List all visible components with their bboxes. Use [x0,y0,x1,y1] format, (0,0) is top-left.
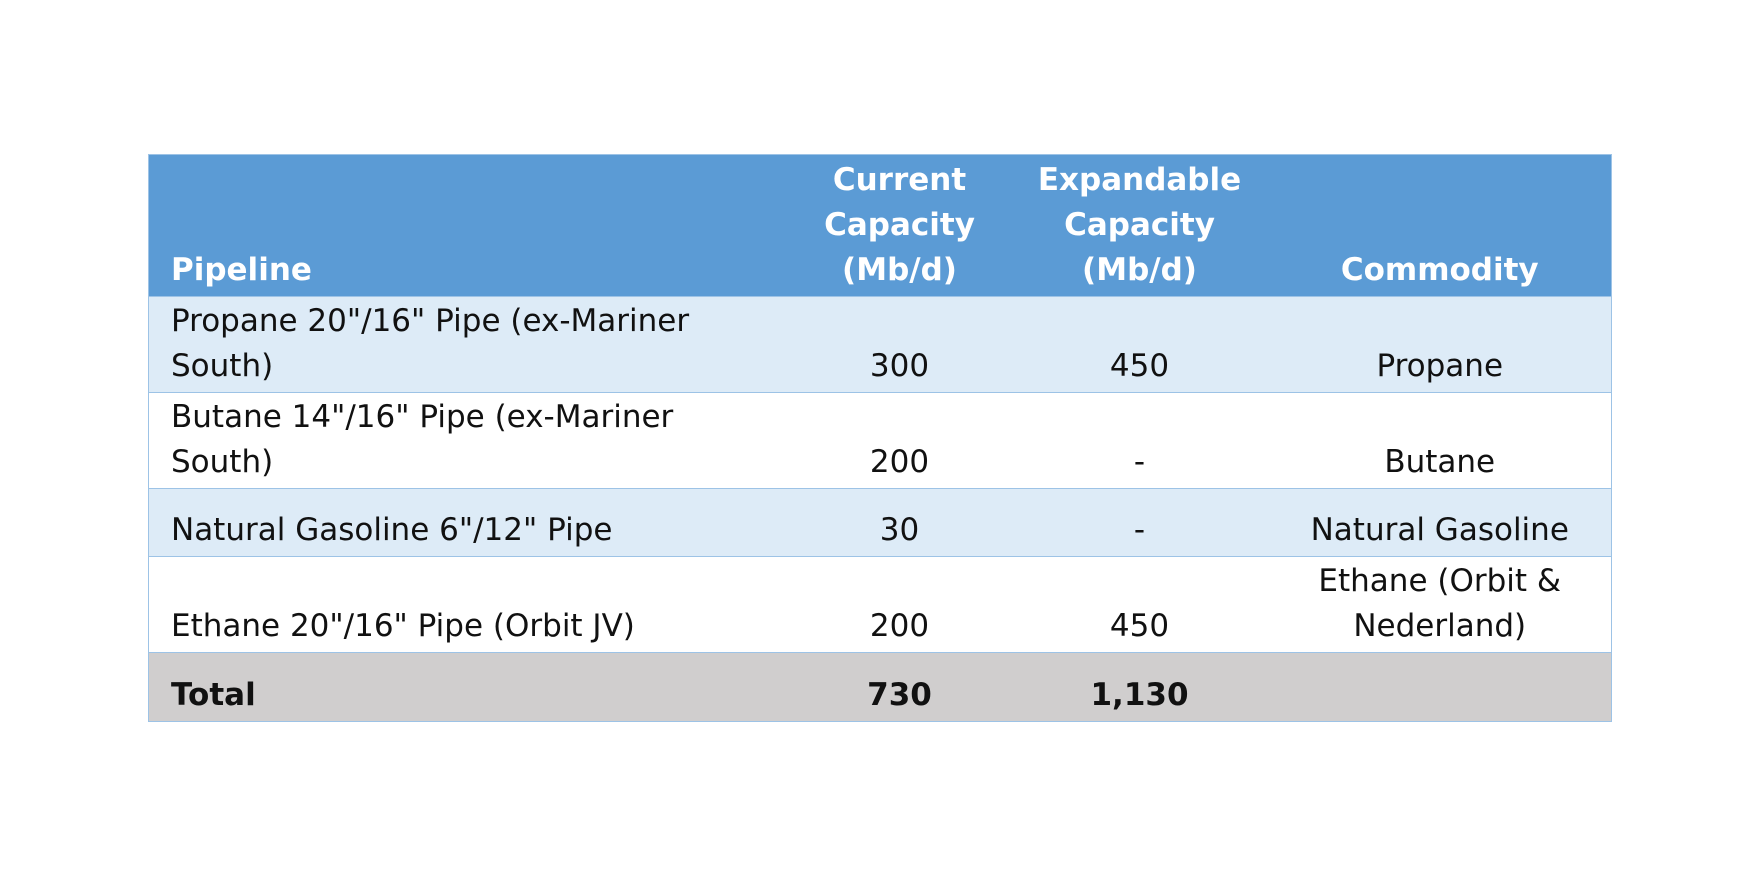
table-cell: 200 [788,556,1011,653]
table-row: Butane 14"/16" Pipe (ex-Mariner South) 20… [148,392,1612,489]
total-cell: 1,130 [1010,652,1269,722]
table-cell: Butane 14"/16" Pipe (ex-Mariner South) [148,392,789,489]
header-cell: Expandable Capacity (Mb/d) [1010,154,1269,297]
table-cell: Propane 20"/16" Pipe (ex-Mariner South) [148,296,789,393]
table-cell: 450 [1010,556,1269,653]
table-row: Propane 20"/16" Pipe (ex-Mariner South) 3… [148,296,1612,393]
table-cell: Natural Gasoline [1268,488,1612,557]
header-cell: Current Capacity (Mb/d) [788,154,1011,297]
table-cell: 300 [788,296,1011,393]
table-cell: - [1010,488,1269,557]
header-cell: Commodity [1268,154,1612,297]
header-cell: Pipeline [148,154,789,297]
total-cell: 730 [788,652,1011,722]
header-row: Pipeline Current Capacity (Mb/d) Expanda… [148,154,1612,297]
table-row: Ethane 20"/16" Pipe (Orbit JV) 200 450 Etha… [148,556,1612,653]
table-row: Natural Gasoline 6"/12" Pipe 30- Natural G… [148,488,1612,557]
total-cell: Total [148,652,789,722]
total-row: Total 730 1,130 [148,652,1612,722]
total-cell [1268,652,1612,722]
table-cell: 200 [788,392,1011,489]
table-cell: 30 [788,488,1011,557]
table-cell: - [1010,392,1269,489]
table-body: Propane 20"/16" Pipe (ex-Mariner South) 3… [148,296,1612,722]
table-cell: Natural Gasoline 6"/12" Pipe [148,488,789,557]
table-cell: 450 [1010,296,1269,393]
table-cell: Butane [1268,392,1612,489]
table-cell: Ethane 20"/16" Pipe (Orbit JV) [148,556,789,653]
table-cell: Ethane (Orbit & Nederland) [1268,556,1612,653]
pipeline-table: Pipeline Current Capacity (Mb/d) Expanda… [148,154,1612,722]
table-cell: Propane [1268,296,1612,393]
